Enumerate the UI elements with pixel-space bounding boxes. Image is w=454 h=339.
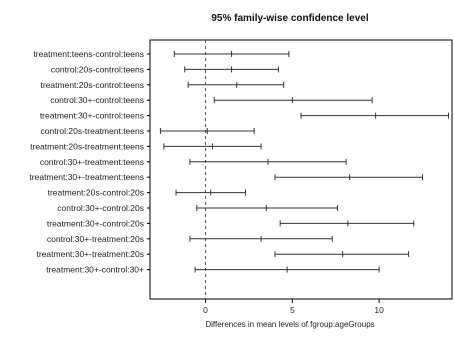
interval-row — [213, 97, 373, 104]
interval-row — [189, 158, 347, 165]
x-axis-ticks: 0 5 10 — [203, 299, 384, 315]
x-tick-label: 0 — [203, 305, 208, 315]
y-tick-label: control:30+-treatment:teens — [40, 157, 144, 167]
x-axis-label: Differences in mean levels of fgroup:age… — [205, 320, 374, 329]
interval-row — [159, 128, 255, 134]
y-tick-label: control:20s-control:teens — [51, 64, 144, 74]
interval-row — [175, 189, 246, 196]
y-tick-labels: treatment:teens-control:teens control:20s… — [29, 49, 150, 275]
y-tick-label: treatment:30+-control:20s — [47, 218, 144, 228]
y-tick-label: treatment:30+-control:teens — [40, 111, 144, 121]
y-tick-label: treatment:30+-treatment:teens — [29, 172, 144, 182]
interval-row — [194, 266, 380, 273]
interval-row — [279, 220, 415, 227]
plot-frame — [149, 39, 453, 300]
interval-row — [173, 51, 290, 57]
y-tick-label: treatment:20s-treatment:teens — [30, 141, 144, 151]
x-tick-label: 5 — [290, 305, 295, 315]
interval-row — [196, 205, 338, 211]
y-tick-label: control:30+-control:teens — [50, 95, 144, 105]
interval-row — [274, 251, 410, 258]
chart-title: 95% family-wise confidence level — [211, 13, 369, 24]
y-tick-label: control:30+-control:20s — [57, 203, 144, 213]
y-tick-label: control:20s-treatment:teens — [41, 126, 144, 136]
y-tick-label: treatment:20s-control:teens — [41, 80, 144, 90]
interval-row — [184, 66, 279, 73]
y-tick-label: control:30+-treatment:20s — [47, 234, 144, 244]
interval-row — [274, 174, 423, 181]
y-tick-label: treatment:teens-control:teens — [33, 49, 144, 59]
y-tick-label: treatment:30+-treatment:20s — [37, 249, 145, 259]
interval-series — [159, 51, 450, 273]
interval-row — [300, 112, 450, 119]
y-tick-label: treatment:30+-control:30+ — [46, 265, 144, 275]
interval-row — [163, 143, 262, 150]
interval-row — [187, 81, 285, 88]
y-tick-label: treatment:20s-control:20s — [48, 188, 144, 198]
x-tick-label: 10 — [374, 305, 384, 315]
interval-row — [189, 235, 333, 242]
plot-area: treatment:teens-control:teens control:20s… — [29, 39, 453, 315]
